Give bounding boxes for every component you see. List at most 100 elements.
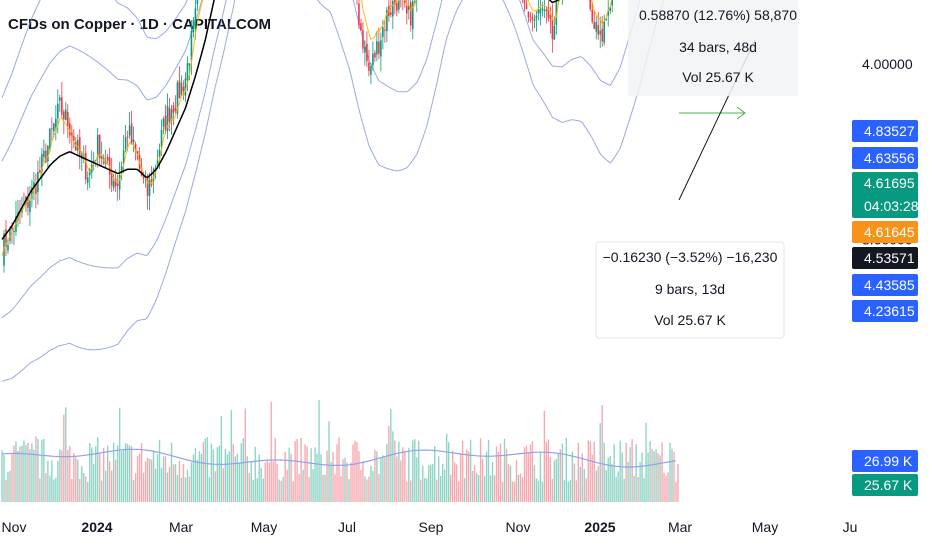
candle-body <box>190 30 193 61</box>
volume-bar <box>655 449 657 502</box>
volume-bar <box>178 460 181 502</box>
candle-body <box>11 226 13 230</box>
volume-bar <box>65 407 67 502</box>
volume-bar <box>563 480 566 502</box>
candle-body <box>398 0 400 10</box>
volume-bar <box>332 452 334 502</box>
volume-bar <box>25 444 27 502</box>
y-tick-label: 4.00000 <box>862 56 913 72</box>
volume-bar <box>467 451 470 502</box>
candle-body <box>31 187 33 199</box>
candle-body <box>595 22 598 32</box>
volume-bar <box>649 440 651 502</box>
volume-bar <box>134 473 137 502</box>
volume-bar <box>521 477 524 502</box>
volume-bar <box>418 440 420 502</box>
candle-body <box>358 3 360 26</box>
volume-bar <box>663 472 665 502</box>
volume-bar <box>312 469 314 502</box>
volume-bar <box>513 481 516 502</box>
candle-body <box>525 4 528 10</box>
volume-bar <box>416 457 418 502</box>
candle-body <box>67 112 69 127</box>
volume-bar <box>286 469 288 502</box>
volume-bar <box>579 466 581 502</box>
volume-bar <box>202 441 205 502</box>
volume-bar <box>3 455 5 502</box>
price-tag <box>852 147 918 169</box>
volume-bar <box>414 439 416 502</box>
candle-body <box>591 9 594 22</box>
candle-body <box>158 149 161 157</box>
x-tick-label: Nov <box>2 519 27 535</box>
volume-bar <box>158 439 161 502</box>
volume-bar <box>260 467 262 502</box>
candle-body <box>531 16 534 20</box>
volume-bar <box>188 476 191 502</box>
volume-bar <box>374 449 376 502</box>
x-tick-label: Jul <box>338 519 356 535</box>
volume-bar <box>294 440 296 502</box>
volume-bar <box>266 459 268 502</box>
volume-bar <box>412 440 414 502</box>
volume-bar <box>322 474 324 502</box>
volume-bar <box>168 466 171 502</box>
volume-bar <box>671 448 673 502</box>
volume-bar <box>420 479 422 502</box>
candle-body <box>27 197 29 208</box>
volume-bar <box>63 414 65 502</box>
volume-bar <box>336 444 338 502</box>
volume-tag-label: 26.99 K <box>864 453 913 469</box>
candle-body <box>549 14 552 20</box>
volume-bar <box>501 481 504 502</box>
candle-body <box>194 8 197 25</box>
fast-moving-average-line <box>1 0 612 257</box>
volume-bar <box>657 453 659 502</box>
candle-body <box>529 18 532 20</box>
volume-tag-label: 25.67 K <box>864 477 913 493</box>
volume-bar <box>481 458 484 502</box>
volume-bar <box>7 471 9 502</box>
volume-bar <box>11 454 13 502</box>
candle-body <box>537 9 540 14</box>
candle-body <box>39 170 41 173</box>
volume-bar <box>258 454 260 502</box>
candle-body <box>386 10 388 32</box>
volume-bar <box>533 465 536 502</box>
volume-bar <box>284 452 286 502</box>
price-tag <box>852 172 918 218</box>
volume-bar <box>101 480 103 502</box>
volume-bar <box>194 448 197 502</box>
volume-bar <box>232 443 235 502</box>
volume-bar <box>37 439 39 502</box>
candle-body <box>368 62 370 71</box>
volume-bar <box>443 469 446 502</box>
volume-bar <box>426 478 428 502</box>
x-tick-label: Sep <box>419 519 444 535</box>
volume-bar <box>491 461 494 502</box>
volume-bar <box>290 453 292 502</box>
volume-bar <box>252 479 254 502</box>
candle-body <box>545 9 548 12</box>
volume-bar <box>45 473 47 502</box>
candle-body <box>84 152 87 180</box>
volume-bar <box>354 440 356 502</box>
candle-body <box>597 25 600 35</box>
price-tag-label: 4.83527 <box>864 123 915 139</box>
volume-bar <box>380 457 382 502</box>
volume-bar <box>9 470 11 502</box>
volume-bar <box>172 464 175 502</box>
candle-body <box>607 10 610 16</box>
volume-bar <box>451 450 454 502</box>
volume-bar <box>545 442 548 502</box>
volume-bar <box>164 456 167 502</box>
volume-bar <box>228 451 231 502</box>
volume-bar <box>182 463 185 502</box>
volume-bar <box>449 474 452 502</box>
volume-bar <box>505 448 508 502</box>
volume-bar <box>645 422 647 502</box>
volume-bar <box>256 478 258 502</box>
candle-body <box>122 150 125 164</box>
volume-bar <box>304 444 306 502</box>
